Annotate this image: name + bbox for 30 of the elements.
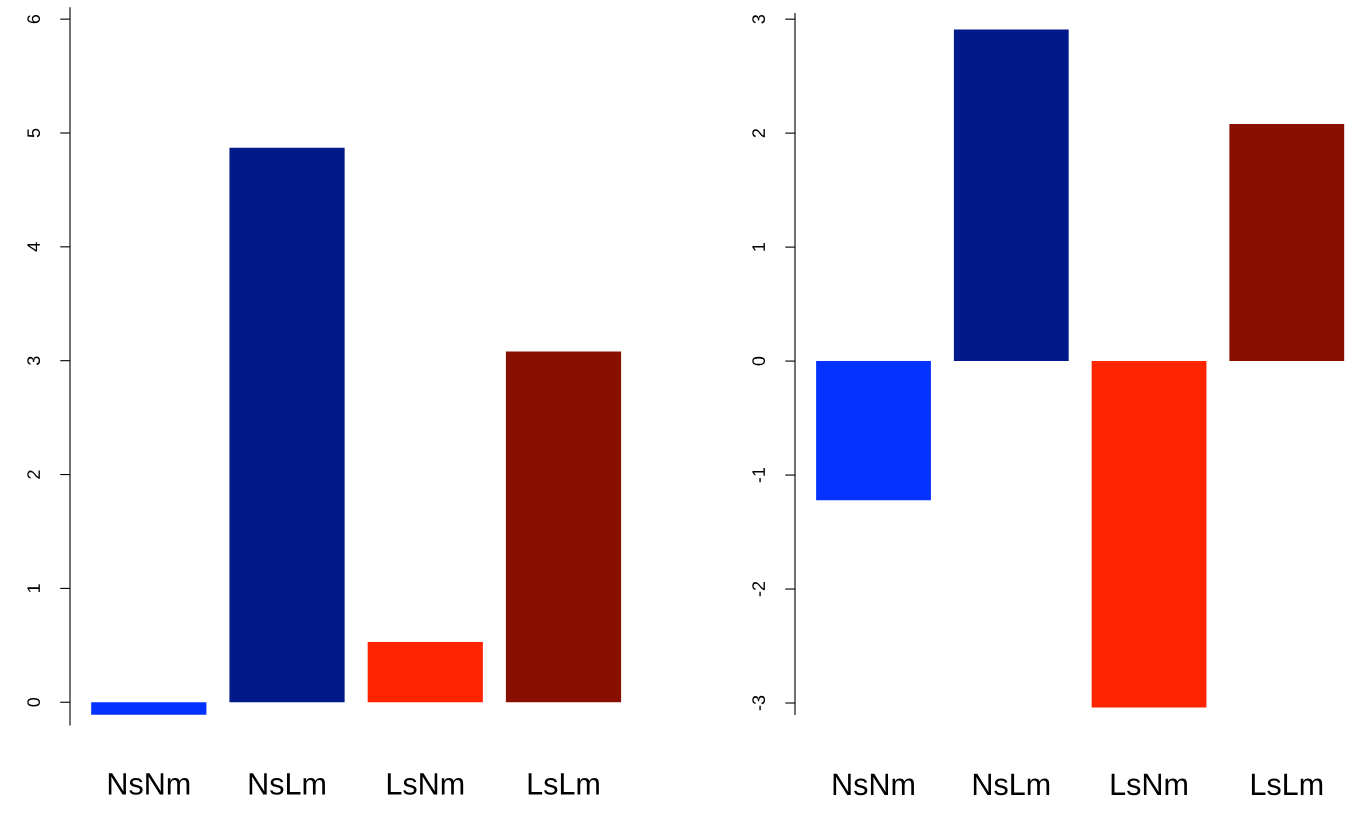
x-tick-label: LsNm — [387, 773, 464, 795]
x-tick-label: LsLm — [528, 773, 599, 795]
bar — [367, 641, 483, 703]
y-tick-label: 4 — [27, 242, 40, 252]
bar — [1229, 124, 1345, 362]
y-tick-label: 3 — [27, 356, 41, 366]
y-tick-label: 1 — [752, 242, 765, 251]
bar — [1091, 361, 1207, 708]
y-tick-label: 2 — [27, 470, 40, 479]
x-tick-label: NsLm — [249, 773, 325, 795]
bar — [953, 29, 1069, 362]
y-tick-label: -1 — [752, 467, 765, 483]
y-tick-label: 0 — [27, 697, 41, 707]
bar — [505, 351, 622, 703]
x-tick-label: LsLm — [1251, 773, 1323, 796]
y-tick-label: 2 — [752, 129, 765, 138]
x-tick-label: NsNm — [833, 773, 914, 796]
y-tick-label: 3 — [752, 14, 766, 24]
bar — [229, 147, 345, 703]
y-tick-label: 1 — [27, 584, 40, 593]
bar — [816, 361, 931, 501]
bar — [91, 702, 207, 715]
x-tick-label: NsLm — [973, 773, 1050, 796]
y-tick-label: -2 — [752, 581, 765, 597]
y-tick-label: 6 — [27, 14, 41, 24]
x-tick-label: LsNm — [1111, 773, 1187, 796]
x-tick-label: NsNm — [108, 773, 190, 795]
y-tick-label: 0 — [752, 356, 766, 366]
y-tick-label: -3 — [752, 695, 766, 711]
y-tick-label: 5 — [27, 128, 41, 138]
